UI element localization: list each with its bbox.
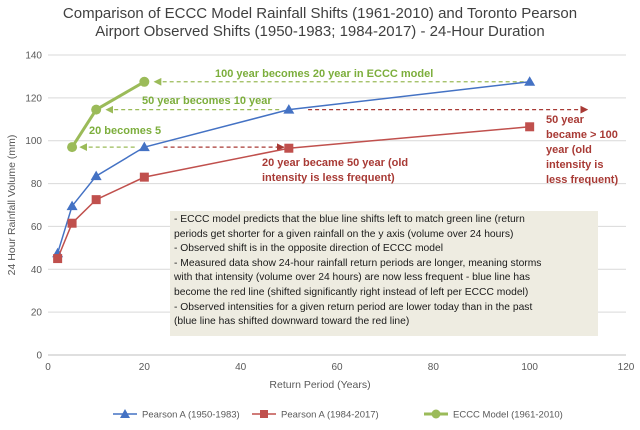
note-line: with that intensity (volume over 24 hour… xyxy=(174,272,530,284)
y-tick-label: 100 xyxy=(25,136,42,147)
series-line xyxy=(70,80,146,148)
data-point-circle xyxy=(91,104,102,115)
legend-marker xyxy=(260,410,268,418)
y-tick-label: 20 xyxy=(31,308,43,319)
annotation-text: 50 year xyxy=(546,114,585,126)
note-line: - Measured data show 24-hour rainfall re… xyxy=(174,257,542,269)
series-line xyxy=(56,81,530,254)
annotation-text: 20 year became 50 year (old xyxy=(262,157,408,169)
note-line: periods get shorter for a given rainfall… xyxy=(174,228,514,240)
y-tick-label: 80 xyxy=(31,179,43,190)
x-tick-label: 0 xyxy=(45,362,51,373)
data-point-triangle xyxy=(283,104,295,114)
legend-marker xyxy=(431,409,441,419)
note-line: - ECCC model predicts that the blue line… xyxy=(174,214,525,225)
x-tick-label: 20 xyxy=(139,362,151,373)
annotation-text: intensity is less frequent) xyxy=(262,172,395,184)
y-tick-label: 0 xyxy=(36,351,42,362)
note-line: (blue line has shifted downward toward t… xyxy=(174,316,410,328)
y-tick-label: 120 xyxy=(25,93,42,104)
annotation-text: 20 becomes 5 xyxy=(89,125,161,137)
data-point-square xyxy=(53,254,63,264)
annotation-text: less frequent) xyxy=(546,174,618,186)
data-point-square xyxy=(67,218,77,228)
x-tick-label: 60 xyxy=(331,362,343,373)
note-line: become the red line (shifted significant… xyxy=(174,286,529,298)
data-point-triangle xyxy=(90,170,102,181)
data-point-circle xyxy=(67,142,78,153)
data-point-triangle xyxy=(66,200,78,211)
y-axis-title: 24 Hour Rainfall Volume (mm) xyxy=(6,135,18,276)
y-tick-label: 60 xyxy=(31,222,43,233)
data-point-square xyxy=(525,122,535,132)
note-box: - ECCC model predicts that the blue line… xyxy=(170,211,598,336)
x-tick-label: 100 xyxy=(521,362,538,373)
annotation-text: intensity is xyxy=(546,159,603,171)
legend-label: Pearson A (1950-1983) xyxy=(142,410,240,421)
x-tick-label: 40 xyxy=(235,362,247,373)
legend-label: ECCC Model (1961-2010) xyxy=(453,410,563,421)
data-point-square xyxy=(284,143,294,153)
y-tick-label: 140 xyxy=(25,51,42,62)
legend-label: Pearson A (1984-2017) xyxy=(281,410,379,421)
data-point-square xyxy=(91,195,101,205)
note-line: - Observed intensities for a given retur… xyxy=(174,301,533,313)
chart-title-line: Comparison of ECCC Model Rainfall Shifts… xyxy=(63,5,577,22)
legend-marker xyxy=(120,409,130,418)
x-axis-title: Return Period (Years) xyxy=(269,379,370,391)
data-point-triangle xyxy=(138,141,150,152)
y-tick-label: 40 xyxy=(31,265,43,276)
annotation-text: 100 year becomes 20 year in ECCC model xyxy=(215,68,433,80)
x-tick-label: 80 xyxy=(428,362,440,373)
data-point-triangle xyxy=(524,76,536,86)
chart-title-line: Airport Observed Shifts (1950-1983; 1984… xyxy=(95,23,544,40)
annotation-text: year (old xyxy=(546,144,592,156)
note-line: - Observed shift is in the opposite dire… xyxy=(174,243,443,255)
series-line xyxy=(56,126,530,259)
x-tick-label: 120 xyxy=(618,362,635,373)
annotation-text: 50 year becomes 10 year xyxy=(142,95,272,107)
annotation-text: became > 100 xyxy=(546,129,618,141)
data-point-circle xyxy=(139,76,150,87)
data-point-square xyxy=(139,172,149,182)
